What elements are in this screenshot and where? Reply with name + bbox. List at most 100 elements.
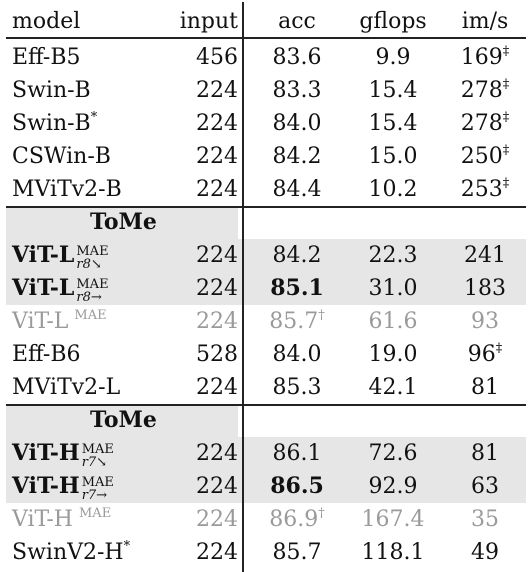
cell-ims: 278‡ <box>460 110 510 136</box>
cell-input: 224 <box>196 276 238 301</box>
cell-model: SwinV2-H* <box>12 539 131 565</box>
tome-rows-shade-2 <box>6 437 526 503</box>
cell-model: ViT-L MAE <box>12 308 107 334</box>
table-row: Swin-B 224 83.3 15.4 278‡ <box>6 74 526 107</box>
cell-input: 224 <box>196 474 238 499</box>
cell-input: 528 <box>196 342 238 367</box>
cell-gflops: 167.4 <box>361 507 425 532</box>
cell-acc: 84.0 <box>272 342 322 367</box>
table-row: Eff-B5 456 83.6 9.9 169‡ <box>6 41 526 74</box>
tome-header-shade-1 <box>6 206 238 239</box>
cell-input: 224 <box>196 441 238 466</box>
tome-group-label: ToMe <box>6 206 238 239</box>
header-model: model <box>12 9 81 34</box>
cell-acc: 86.5 <box>270 473 324 499</box>
cell-input: 224 <box>196 111 238 136</box>
cell-gflops: 118.1 <box>361 540 425 565</box>
header-input: input <box>179 9 238 34</box>
cell-input: 224 <box>196 507 238 532</box>
cell-gflops: 15.4 <box>368 111 418 136</box>
cell-input: 224 <box>196 177 238 202</box>
cell-input: 224 <box>196 540 238 565</box>
header-rule <box>6 37 526 39</box>
cell-gflops: 92.9 <box>368 474 418 499</box>
cell-acc: 84.2 <box>272 243 322 268</box>
cell-gflops: 31.0 <box>368 276 418 301</box>
cell-model: ViT-H MAE <box>12 506 112 532</box>
cell-ims: 250‡ <box>460 143 510 169</box>
cell-acc: 84.2 <box>272 144 322 169</box>
cell-input: 224 <box>196 243 238 268</box>
cell-acc: 84.4 <box>272 177 322 202</box>
cell-ims: 63 <box>471 474 499 499</box>
cell-gflops: 42.1 <box>368 375 418 400</box>
cell-model: MViTv2-B <box>12 177 122 202</box>
cell-acc: 85.1 <box>270 275 324 301</box>
cell-model: CSWin-B <box>12 144 111 169</box>
cell-model: Eff-B6 <box>12 342 81 367</box>
cell-input: 224 <box>196 144 238 169</box>
cell-acc: 86.1 <box>272 441 322 466</box>
cell-acc: 84.0 <box>272 111 322 136</box>
table-row: ViT-H MAE r7→ 224 86.5 92.9 63 <box>6 470 526 503</box>
cell-ims: 93 <box>471 309 499 334</box>
cell-input: 224 <box>196 375 238 400</box>
cell-ims: 253‡ <box>460 176 510 202</box>
cell-acc: 83.3 <box>272 78 322 103</box>
table-row: SwinV2-H* 224 85.7 118.1 49 <box>6 536 526 569</box>
table-row: ViT-H MAE r7↘ 224 86.1 72.6 81 <box>6 437 526 470</box>
table-row: ViT-L MAE r8↘ 224 84.2 22.3 241 <box>6 239 526 272</box>
table-row: ViT-H MAE 224 86.9† 167.4 35 <box>6 503 526 536</box>
cell-model: ViT-H MAE r7↘ <box>12 440 114 470</box>
cell-acc: 83.6 <box>272 45 322 70</box>
cell-gflops: 10.2 <box>368 177 418 202</box>
header-ims: im/s <box>461 9 509 34</box>
cell-ims: 183 <box>464 276 506 301</box>
cell-ims: 241 <box>464 243 506 268</box>
tome-rows-shade-1 <box>6 239 526 305</box>
table-row: ViT-L MAE r8→ 224 85.1 31.0 183 <box>6 272 526 305</box>
cell-gflops: 19.0 <box>368 342 418 367</box>
table-row: Eff-B6 528 84.0 19.0 96‡ <box>6 338 526 371</box>
cell-gflops: 9.9 <box>375 45 411 70</box>
cell-model: Swin-B* <box>12 110 98 136</box>
header-acc: acc <box>278 9 316 34</box>
column-divider <box>242 2 244 572</box>
cell-input: 224 <box>196 309 238 334</box>
table-row: MViTv2-B 224 84.4 10.2 253‡ <box>6 173 526 206</box>
cell-ims: 96‡ <box>467 341 503 367</box>
cell-model: ViT-H MAE r7→ <box>12 473 114 503</box>
cell-input: 456 <box>196 45 238 70</box>
cell-gflops: 72.6 <box>368 441 418 466</box>
cell-acc: 85.7† <box>269 308 325 334</box>
cell-model: ViT-L MAE r8→ <box>12 275 109 305</box>
table-row: ViT-L MAE 224 85.7† 61.6 93 <box>6 305 526 338</box>
cell-acc: 85.7 <box>272 540 322 565</box>
cell-model: MViTv2-L <box>12 375 121 400</box>
cell-ims: 81 <box>471 375 499 400</box>
tome-label: ToMe <box>90 209 157 235</box>
header-gflops: gflops <box>359 9 427 34</box>
tome-group-label: ToMe <box>6 404 238 437</box>
cell-acc: 86.9† <box>269 506 325 532</box>
cell-ims: 278‡ <box>460 77 510 103</box>
cell-gflops: 15.4 <box>368 78 418 103</box>
section-rule <box>6 404 526 406</box>
table-row: Swin-B* 224 84.0 15.4 278‡ <box>6 107 526 140</box>
cell-model: Swin-B <box>12 78 91 103</box>
cell-ims: 35 <box>471 507 499 532</box>
section-rule <box>6 206 526 208</box>
cell-acc: 85.3 <box>272 375 322 400</box>
cell-gflops: 22.3 <box>368 243 418 268</box>
cell-ims: 81 <box>471 441 499 466</box>
cell-gflops: 15.0 <box>368 144 418 169</box>
cell-gflops: 61.6 <box>368 309 418 334</box>
cell-model: Eff-B5 <box>12 45 81 70</box>
cell-input: 224 <box>196 78 238 103</box>
header-row: model input acc gflops im/s <box>6 5 526 38</box>
cell-ims: 169‡ <box>460 44 510 70</box>
table-row: MViTv2-L 224 85.3 42.1 81 <box>6 371 526 404</box>
tome-header-shade-2 <box>6 404 238 437</box>
cell-model: ViT-L MAE r8↘ <box>12 242 109 272</box>
cell-ims: 49 <box>471 540 499 565</box>
